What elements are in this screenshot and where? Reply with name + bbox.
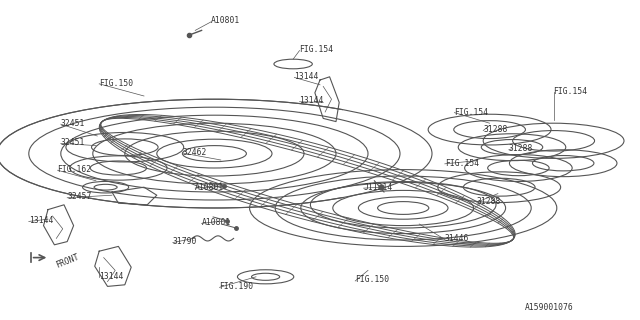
Text: FIG.154: FIG.154 [554, 87, 588, 96]
Text: 13144: 13144 [294, 72, 319, 81]
Text: 32457: 32457 [67, 192, 92, 201]
Text: 31446: 31446 [445, 234, 469, 243]
Text: FIG.154: FIG.154 [445, 159, 479, 168]
Text: FIG.150: FIG.150 [355, 276, 389, 284]
Text: FIG.154: FIG.154 [300, 45, 333, 54]
Text: A159001076: A159001076 [525, 303, 573, 312]
Text: A10801: A10801 [195, 183, 225, 192]
Text: 13144: 13144 [29, 216, 53, 225]
Text: 32451: 32451 [61, 138, 85, 147]
Text: FIG.162: FIG.162 [58, 165, 92, 174]
Text: J11214: J11214 [364, 183, 393, 192]
Text: A10801: A10801 [202, 218, 231, 227]
Text: 31288: 31288 [483, 125, 508, 134]
Text: FRONT: FRONT [54, 252, 81, 269]
Text: 31790: 31790 [173, 237, 197, 246]
Text: FIG.154: FIG.154 [454, 108, 488, 116]
Text: FIG.150: FIG.150 [99, 79, 133, 88]
Text: 13144: 13144 [99, 272, 124, 281]
Text: 13144: 13144 [300, 96, 324, 105]
Text: A10801: A10801 [211, 16, 241, 25]
Text: FIG.190: FIG.190 [220, 282, 253, 291]
Text: 32451: 32451 [61, 119, 85, 128]
Text: 31288: 31288 [477, 197, 501, 206]
Text: 31288: 31288 [509, 144, 533, 153]
Text: 32462: 32462 [182, 148, 207, 156]
